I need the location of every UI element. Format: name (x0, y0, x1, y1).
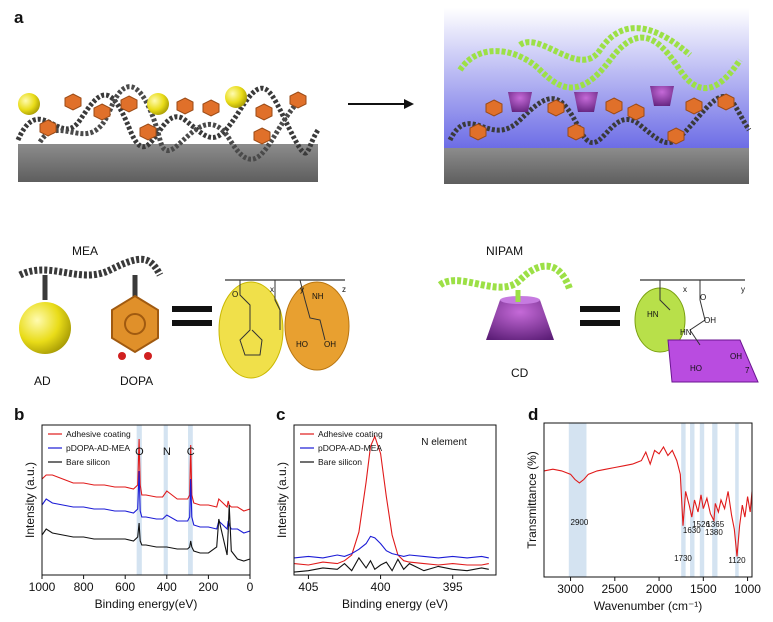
x-tick-label: 800 (74, 580, 94, 594)
nipam-components (437, 262, 759, 383)
struct2-hn: HN (647, 310, 659, 319)
highlight-band (136, 425, 142, 575)
x-axis-label: Binding energy(eV) (95, 597, 198, 611)
struct2-hn2: HN (680, 328, 692, 337)
annotation-label: 1526 (692, 520, 710, 529)
legend-label: Bare silicon (318, 457, 362, 467)
legend-label: pDOPA-AD-MEA (66, 443, 130, 453)
x-tick-label: 0 (247, 580, 254, 594)
highlight-band (712, 423, 718, 577)
series-line-bare-silicon (41, 504, 251, 562)
highlight-band (690, 423, 695, 577)
annotation-label: N element (421, 437, 467, 448)
plot-frame (293, 424, 497, 576)
struct2-y: y (741, 285, 745, 294)
x-tick-label: 2500 (601, 582, 628, 596)
schematic-illustration (15, 8, 759, 383)
highlight-band (735, 423, 739, 577)
annotation-label: 1365 (706, 520, 724, 529)
struct1-o: O (232, 290, 239, 299)
y-axis-label: Transmittance (%) (525, 451, 539, 549)
highlight-band (568, 423, 587, 577)
x-tick-label: 400 (371, 580, 391, 594)
highlight-band (163, 425, 168, 575)
struct2-seven: 7 (745, 366, 750, 375)
annotation-label: C (187, 446, 195, 458)
chart-d-ftir: 3000 2500 2000 1500 1000 Wavenumber (cm⁻¹) Tra… (525, 422, 761, 613)
series-line-adhesive-coating (41, 438, 251, 512)
label-dopa: DOPA (120, 374, 154, 388)
y-axis-label: Intensity (a.u.) (23, 462, 37, 538)
struct2-ho: HO (690, 364, 702, 373)
struct2-o: O (700, 293, 707, 302)
panel-letter-c: c (276, 405, 286, 424)
label-ad: AD (34, 374, 51, 388)
series-line-pdopa-ad-mea (41, 470, 251, 534)
x-tick-label: 405 (298, 580, 318, 594)
annotation-label: O (135, 446, 144, 458)
x-tick-label: 395 (443, 580, 463, 594)
struct1-y: y (300, 285, 304, 294)
x-axis-label: Wavenumber (cm⁻¹) (594, 599, 703, 613)
series-line-adhesive-coating (293, 434, 489, 566)
x-tick-label: 600 (115, 580, 135, 594)
label-nipam: NIPAM (486, 244, 524, 258)
struct1-ho: HO (296, 340, 308, 349)
chart-b-xps-survey: 1000 800 600 400 200 0 Binding energy(eV) Inten… (23, 424, 254, 611)
panel-letter-b: b (14, 405, 25, 424)
mea-components (18, 255, 350, 379)
annotation-label: 2900 (571, 518, 589, 527)
struct1-oh: OH (324, 340, 336, 349)
x-tick-label: 200 (198, 580, 218, 594)
reaction-arrow (348, 99, 414, 109)
substrate-before (15, 84, 321, 182)
annotation-label: 1120 (728, 556, 746, 565)
series-line-pdopa-ad-mea (293, 535, 489, 559)
label-mea: MEA (72, 244, 99, 258)
legend-label: Adhesive coating (66, 429, 131, 439)
annotation-label: N (163, 446, 171, 458)
annotation-label: 1730 (674, 554, 692, 563)
x-axis-label: Binding energy (eV) (342, 597, 448, 611)
legend-label: Adhesive coating (318, 429, 383, 439)
series-line-spectrum (543, 445, 753, 557)
annotation-label: 1630 (683, 526, 701, 535)
substrate-after (444, 8, 752, 184)
series-line-bare-silicon (293, 556, 489, 573)
plot-frame (543, 422, 753, 578)
label-cd: CD (511, 366, 529, 380)
panel-letter-d: d (528, 405, 539, 424)
plot-frame (41, 424, 251, 576)
chart-c-n1s: 405 400 395 Binding energy (eV) Intensity (a… (275, 424, 497, 611)
panel-letter-a: a (14, 8, 24, 27)
highlight-band (681, 423, 686, 577)
struct2-oh2: OH (730, 352, 742, 361)
x-tick-label: 1500 (690, 582, 717, 596)
struct1-z: z (342, 285, 346, 294)
legend-label: pDOPA-AD-MEA (318, 443, 382, 453)
x-tick-label: 1000 (29, 580, 56, 594)
struct2-x: x (683, 285, 687, 294)
x-tick-label: 2000 (646, 582, 673, 596)
annotation-label: 1380 (705, 528, 723, 537)
struct2-oh: OH (704, 316, 716, 325)
x-tick-label: 400 (157, 580, 177, 594)
legend-label: Bare silicon (66, 457, 110, 467)
x-tick-label: 1000 (734, 582, 761, 596)
struct1-nh: NH (312, 292, 324, 301)
struct1-x: x (270, 285, 274, 294)
y-axis-label: Intensity (a.u.) (275, 462, 289, 538)
x-tick-label: 3000 (557, 582, 584, 596)
